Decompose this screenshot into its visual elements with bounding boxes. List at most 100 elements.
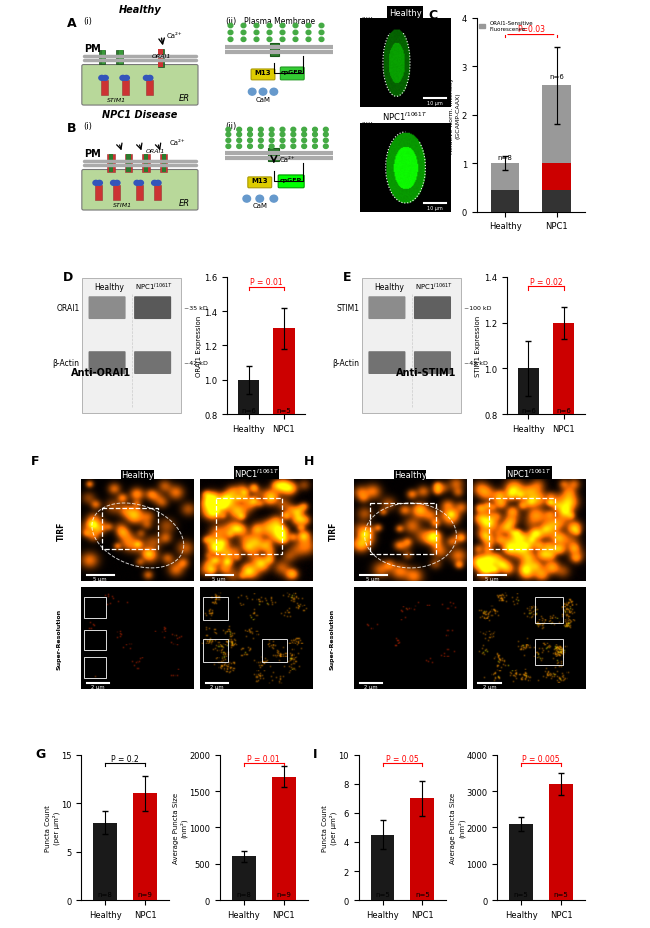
Text: NPC1$^{I1061T}$: NPC1$^{I1061T}$ <box>135 281 173 292</box>
Bar <box>534 598 563 624</box>
Circle shape <box>237 145 242 149</box>
Circle shape <box>270 89 278 97</box>
Circle shape <box>93 181 99 187</box>
Text: β-Actin: β-Actin <box>53 359 80 367</box>
Circle shape <box>324 139 328 143</box>
Bar <box>133 793 157 900</box>
Text: cpGFP: cpGFP <box>280 178 302 183</box>
Text: Plasma Membrane: Plasma Membrane <box>244 17 315 25</box>
Text: n=6: n=6 <box>556 407 571 413</box>
Bar <box>154 186 161 200</box>
Circle shape <box>248 145 252 149</box>
Text: cpGFP: cpGFP <box>281 71 304 75</box>
Text: P = 0.05: P = 0.05 <box>386 754 419 763</box>
Text: STIM1: STIM1 <box>337 303 359 313</box>
Bar <box>270 45 280 57</box>
Bar <box>159 50 163 68</box>
Bar <box>549 784 573 900</box>
Text: NPC1 Disease: NPC1 Disease <box>102 110 177 120</box>
Text: 2 μm: 2 μm <box>483 684 497 690</box>
Bar <box>203 639 228 663</box>
Bar <box>116 51 123 65</box>
Text: P = 0.01: P = 0.01 <box>248 754 280 763</box>
Circle shape <box>147 76 153 82</box>
Circle shape <box>241 32 246 35</box>
Text: n=8: n=8 <box>98 891 112 896</box>
Bar <box>157 50 164 68</box>
Circle shape <box>306 24 311 29</box>
Circle shape <box>237 139 242 143</box>
Text: Anti-ORAI1: Anti-ORAI1 <box>71 367 131 378</box>
Y-axis label: Puncta Count
(per µm²): Puncta Count (per µm²) <box>45 804 60 851</box>
Text: 5 μm: 5 μm <box>212 576 226 581</box>
Circle shape <box>291 139 296 143</box>
Text: CaM: CaM <box>255 97 270 102</box>
Bar <box>160 155 168 173</box>
Text: G: G <box>36 748 46 761</box>
Circle shape <box>248 133 252 137</box>
Text: 5 μm: 5 μm <box>94 576 107 581</box>
Bar <box>109 155 113 173</box>
Bar <box>268 149 280 161</box>
Text: Ca²⁺: Ca²⁺ <box>167 33 183 39</box>
Text: STIM1: STIM1 <box>112 202 132 207</box>
Bar <box>125 155 133 173</box>
Circle shape <box>269 145 274 149</box>
Circle shape <box>319 38 324 43</box>
Circle shape <box>228 32 233 35</box>
Text: TIRF: TIRF <box>330 522 338 540</box>
Text: CaM: CaM <box>252 202 267 209</box>
Circle shape <box>226 139 231 143</box>
Circle shape <box>313 145 317 149</box>
Text: (iii): (iii) <box>360 122 374 131</box>
Y-axis label: Puncta Count
(per µm²): Puncta Count (per µm²) <box>322 804 337 851</box>
Bar <box>216 499 282 554</box>
Title: NPC1$^{I1061T}$: NPC1$^{I1061T}$ <box>506 467 551 479</box>
Circle shape <box>237 128 242 133</box>
Circle shape <box>293 24 298 29</box>
Text: M13: M13 <box>252 178 268 184</box>
Circle shape <box>324 133 328 137</box>
Bar <box>232 857 256 900</box>
Circle shape <box>280 145 285 149</box>
Text: n=6: n=6 <box>241 408 256 414</box>
Title: NPC1$^{I1061T}$: NPC1$^{I1061T}$ <box>233 467 279 479</box>
Text: (ii): (ii) <box>225 17 237 26</box>
Circle shape <box>96 181 102 187</box>
Circle shape <box>241 38 246 43</box>
Circle shape <box>267 32 272 35</box>
Bar <box>518 369 539 598</box>
Circle shape <box>226 145 231 149</box>
Circle shape <box>254 32 259 35</box>
Circle shape <box>293 38 298 43</box>
Bar <box>101 81 109 96</box>
Bar <box>107 155 114 173</box>
Circle shape <box>259 133 263 137</box>
Circle shape <box>302 133 307 137</box>
Circle shape <box>280 24 285 29</box>
Text: TIRF: TIRF <box>57 522 66 540</box>
Circle shape <box>99 76 105 82</box>
Text: P=0.03: P=0.03 <box>517 25 545 33</box>
Bar <box>146 81 153 96</box>
Bar <box>238 380 259 552</box>
Text: n=5: n=5 <box>375 891 390 896</box>
Bar <box>113 186 120 200</box>
FancyBboxPatch shape <box>280 68 304 81</box>
Text: n=6: n=6 <box>549 74 564 80</box>
Text: (i): (i) <box>84 17 92 26</box>
Circle shape <box>313 139 317 143</box>
Text: n=5: n=5 <box>415 891 430 896</box>
Text: 10 μm: 10 μm <box>426 206 442 211</box>
Circle shape <box>269 139 274 143</box>
Circle shape <box>291 133 296 137</box>
Circle shape <box>114 181 120 187</box>
Bar <box>99 51 105 65</box>
Text: (i): (i) <box>84 122 92 131</box>
Circle shape <box>120 76 126 82</box>
Circle shape <box>291 145 296 149</box>
Bar <box>162 155 166 173</box>
Text: PM: PM <box>84 149 101 159</box>
Circle shape <box>293 32 298 35</box>
Circle shape <box>243 196 250 203</box>
